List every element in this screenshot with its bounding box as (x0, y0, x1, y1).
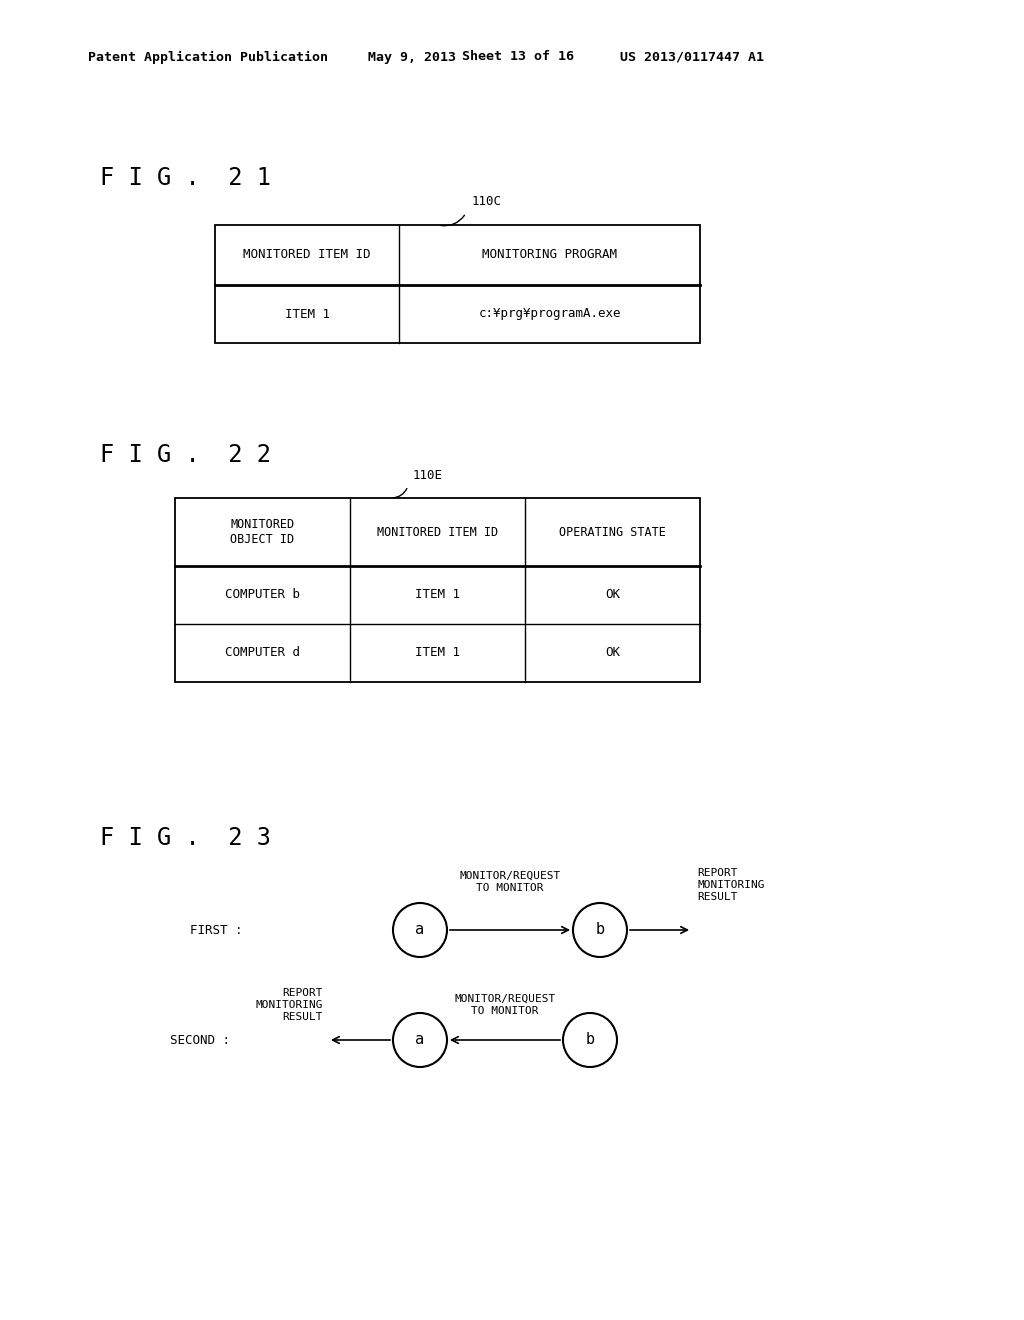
Circle shape (393, 903, 447, 957)
Text: SECOND :: SECOND : (170, 1034, 230, 1047)
Text: Sheet 13 of 16: Sheet 13 of 16 (462, 50, 574, 63)
Text: MONITORED ITEM ID: MONITORED ITEM ID (244, 248, 371, 261)
Text: May 9, 2013: May 9, 2013 (368, 50, 456, 63)
Circle shape (563, 1012, 617, 1067)
Text: OK: OK (605, 647, 620, 660)
Text: ITEM 1: ITEM 1 (415, 589, 460, 602)
Text: REPORT
MONITORING
RESULT: REPORT MONITORING RESULT (256, 989, 323, 1022)
Text: OPERATING STATE: OPERATING STATE (559, 525, 666, 539)
Text: MONITORED
OBJECT ID: MONITORED OBJECT ID (230, 517, 295, 546)
Text: ITEM 1: ITEM 1 (285, 308, 330, 321)
Text: F I G .  2 1: F I G . 2 1 (100, 166, 271, 190)
Text: a: a (416, 1032, 425, 1048)
Text: COMPUTER d: COMPUTER d (225, 647, 300, 660)
Text: c:¥prg¥programA.exe: c:¥prg¥programA.exe (478, 308, 621, 321)
Text: MONITOR/REQUEST
TO MONITOR: MONITOR/REQUEST TO MONITOR (460, 871, 560, 892)
Bar (215, 224, 700, 343)
Text: OK: OK (605, 589, 620, 602)
Text: a: a (416, 923, 425, 937)
Text: MONITORING PROGRAM: MONITORING PROGRAM (482, 248, 617, 261)
Text: Patent Application Publication: Patent Application Publication (88, 50, 328, 63)
Text: FIRST :: FIRST : (190, 924, 243, 936)
Text: MONITOR/REQUEST
TO MONITOR: MONITOR/REQUEST TO MONITOR (455, 994, 556, 1016)
Text: b: b (586, 1032, 595, 1048)
Bar (175, 498, 700, 682)
Text: F I G .  2 3: F I G . 2 3 (100, 826, 271, 850)
Text: ITEM 1: ITEM 1 (415, 647, 460, 660)
Text: b: b (595, 923, 604, 937)
Text: US 2013/0117447 A1: US 2013/0117447 A1 (620, 50, 764, 63)
Text: MONITORED ITEM ID: MONITORED ITEM ID (377, 525, 498, 539)
Circle shape (393, 1012, 447, 1067)
Text: F I G .  2 2: F I G . 2 2 (100, 444, 271, 467)
Text: 110E: 110E (413, 469, 443, 482)
Text: REPORT
MONITORING
RESULT: REPORT MONITORING RESULT (697, 869, 765, 902)
Text: 110C: 110C (472, 195, 502, 209)
Text: COMPUTER b: COMPUTER b (225, 589, 300, 602)
Circle shape (573, 903, 627, 957)
